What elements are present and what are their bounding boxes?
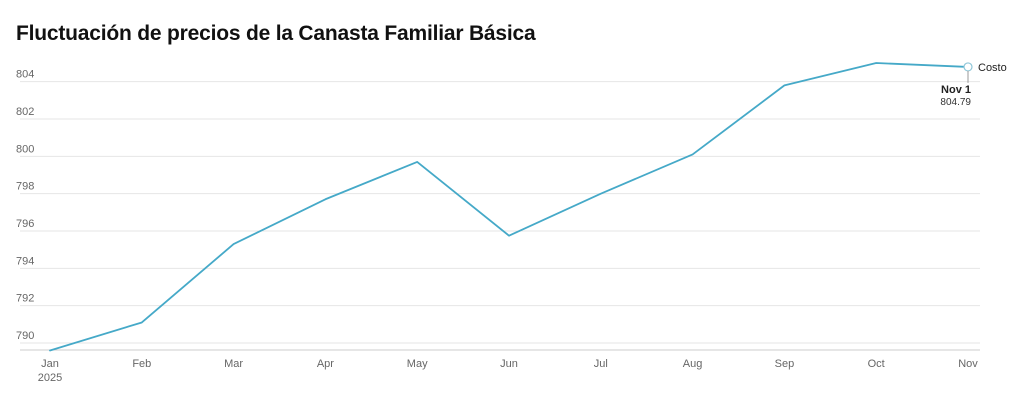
x-tick-label: Aug: [683, 358, 703, 370]
x-tick-label: Jul: [594, 358, 608, 370]
y-axis-ticks: 790 792 794 796 798 800 802 804: [16, 69, 34, 342]
y-tick-label: 802: [16, 106, 34, 118]
x-tick-label: Oct: [868, 358, 885, 370]
y-tick-label: 794: [16, 255, 34, 267]
x-tick-year-label: 2025: [38, 372, 62, 384]
x-tick-label: Nov: [958, 358, 978, 370]
x-axis-ticks: Jan Feb Mar Apr May Jun Jul Aug Sep Oct Nov 2025: [38, 358, 979, 384]
y-tick-label: 798: [16, 181, 34, 193]
series-line-costo: [49, 62, 969, 352]
chart-title: Fluctuación de precios de la Canasta Fam…: [16, 22, 536, 45]
y-tick-label: 796: [16, 218, 34, 230]
x-tick-label: Sep: [775, 358, 795, 370]
y-tick-label: 792: [16, 293, 34, 305]
series-layer: Costo: [49, 62, 1007, 352]
y-tick-label: 804: [16, 69, 34, 81]
x-tick-label: May: [407, 358, 428, 370]
y-tick-label: 790: [16, 330, 34, 342]
x-tick-label: Jun: [500, 358, 518, 370]
x-tick-label: Feb: [132, 358, 151, 370]
x-tick-label: Apr: [317, 358, 334, 370]
grid-layer: [20, 81, 980, 351]
series-end-marker: [963, 62, 973, 72]
annotation-value: 804.79: [940, 97, 971, 108]
x-tick-label: Mar: [224, 358, 243, 370]
series-label: Costo: [978, 62, 1007, 74]
y-tick-label: 800: [16, 143, 34, 155]
annotation-date: Nov 1: [941, 84, 971, 96]
x-tick-label: Jan: [41, 358, 59, 370]
